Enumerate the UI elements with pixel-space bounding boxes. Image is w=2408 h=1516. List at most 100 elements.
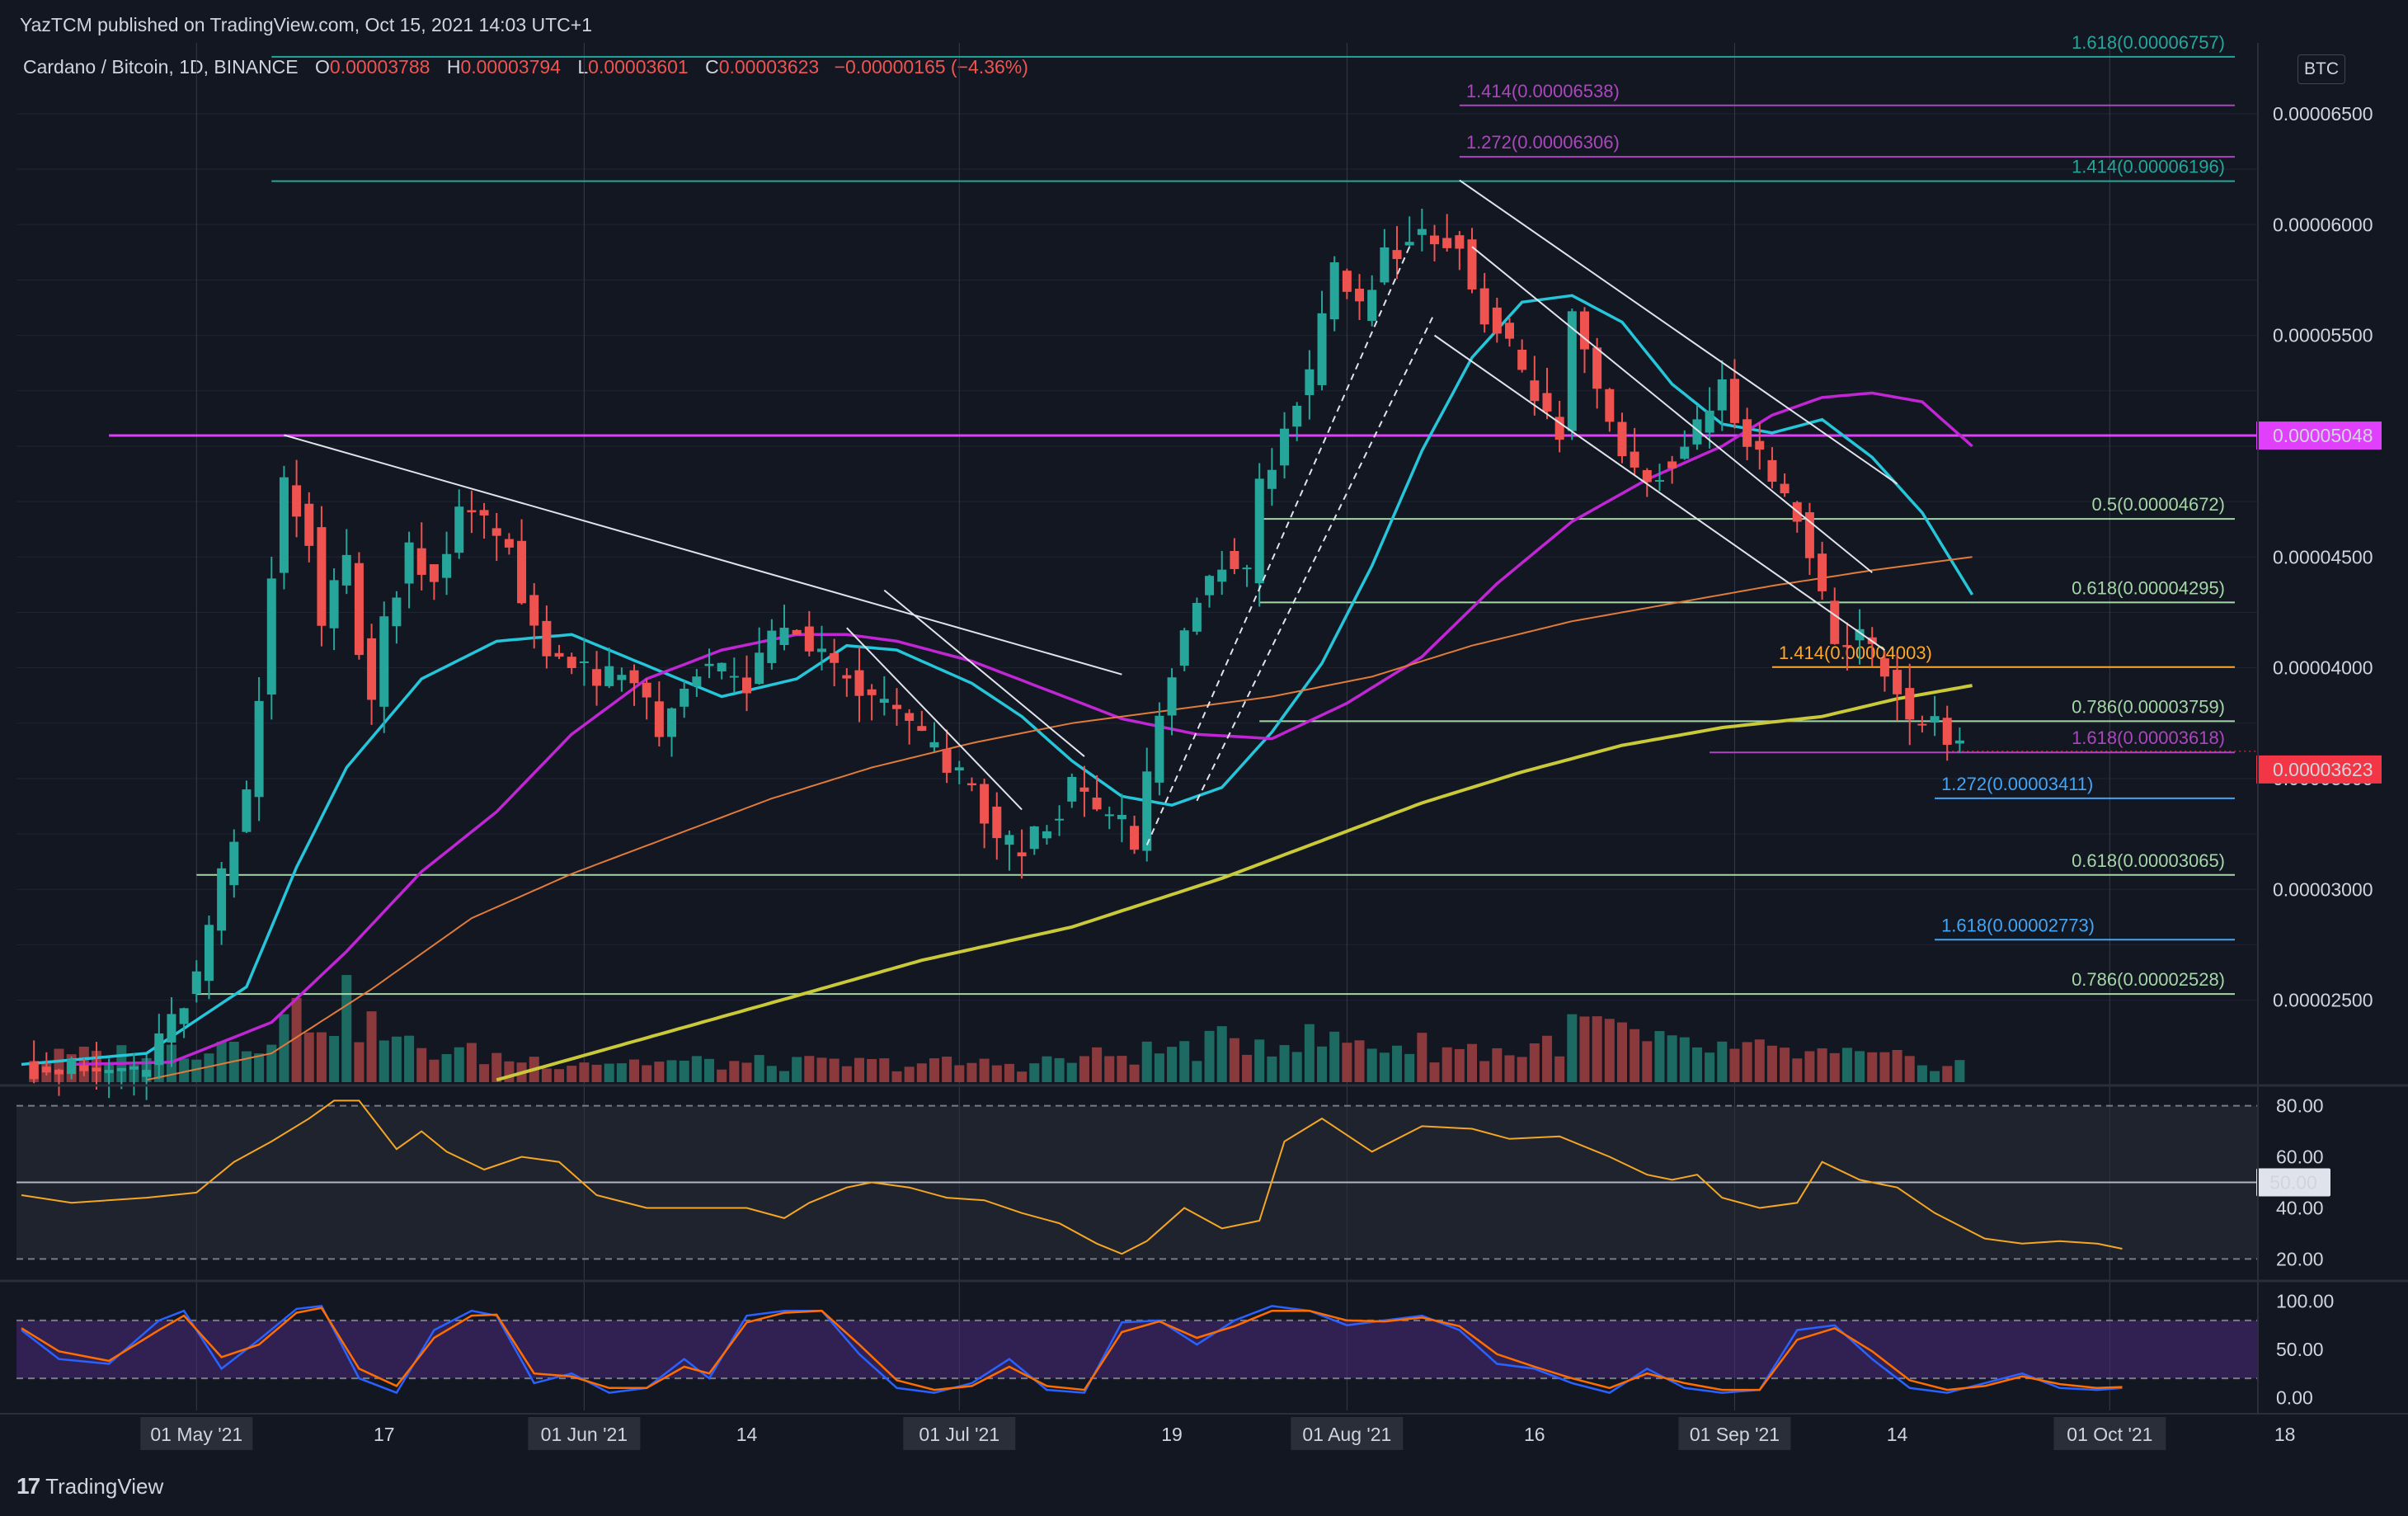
candle-body	[1692, 419, 1702, 445]
candle-body	[317, 527, 327, 626]
candle-body	[92, 1067, 101, 1072]
time-tick: 01 Jun '21	[541, 1424, 628, 1445]
candle-body	[1417, 228, 1427, 235]
volume-bar	[654, 1062, 665, 1082]
candle-body	[554, 652, 564, 657]
rsi-tick: 40.00	[2276, 1197, 2324, 1218]
candle-body	[279, 477, 289, 573]
candle-body	[1504, 323, 1514, 339]
volume-bar	[1554, 1056, 1565, 1082]
price-tick: 0.00003000	[2273, 878, 2373, 900]
fib-label: 1.272(0.00006306)	[1466, 132, 1620, 153]
ma-line-4	[496, 684, 1973, 1082]
candle-body	[292, 485, 302, 517]
price-tick: 0.00004500	[2273, 546, 2373, 567]
candle-body	[1217, 569, 1227, 582]
candle-body	[966, 783, 976, 786]
volume-bar	[291, 997, 302, 1082]
candle-body	[1542, 393, 1552, 412]
candle-body	[891, 704, 901, 709]
volume-bar	[854, 1057, 864, 1082]
volume-bar	[816, 1057, 827, 1082]
candle-body	[1029, 826, 1039, 850]
currency-button[interactable]: BTC	[2297, 54, 2345, 84]
candle-body	[1155, 715, 1164, 783]
fib-label: 1.272(0.00003411)	[1941, 774, 2093, 794]
rsi-value-tag	[2256, 1168, 2330, 1197]
candle-body	[767, 630, 777, 663]
candle-body	[1442, 238, 1452, 248]
volume-bar	[1242, 1054, 1253, 1082]
candle-body	[1479, 288, 1489, 325]
volume-bar	[891, 1071, 902, 1082]
volume-bar	[929, 1058, 939, 1082]
candle-body	[304, 503, 314, 546]
candle-body	[379, 616, 389, 707]
resistance-price-label: 0.00005048	[2273, 425, 2373, 446]
stoch-tick: 100.00	[2276, 1291, 2334, 1312]
candle-body	[617, 675, 627, 680]
volume-bar	[1804, 1051, 1815, 1082]
candle-body	[467, 510, 477, 513]
volume-bar	[1329, 1031, 1340, 1082]
candle-body	[1017, 852, 1027, 857]
candle-body	[1267, 469, 1277, 489]
candle-body	[1879, 658, 1889, 677]
volume-bar	[1017, 1071, 1028, 1082]
candle-body	[992, 806, 1002, 839]
candle-body	[1130, 826, 1140, 850]
stoch-tick: 0.00	[2276, 1387, 2313, 1408]
candle-body	[1392, 250, 1402, 260]
fib-label: 1.618(0.00002773)	[1941, 915, 2095, 935]
volume-bar	[1054, 1057, 1065, 1082]
stoch-k-line	[21, 1305, 2123, 1395]
volume-bar	[404, 1035, 415, 1082]
candle-body	[1729, 379, 1739, 423]
volume-bar	[1092, 1047, 1103, 1082]
volume-bar	[1429, 1062, 1440, 1082]
symbol-legend: Cardano / Bitcoin, 1D, BINANCE O0.000037…	[23, 56, 1028, 78]
time-tick: 01 Sep '21	[1690, 1424, 1780, 1445]
candle-body	[1142, 771, 1152, 851]
volume-bar	[766, 1066, 777, 1082]
candle-body	[755, 652, 764, 685]
candle-body	[329, 580, 339, 629]
volume-bar	[1829, 1052, 1840, 1082]
candle-body	[116, 1067, 126, 1071]
volume-bar	[341, 975, 352, 1082]
candles	[29, 209, 1964, 1100]
candle-body	[592, 669, 602, 686]
volume-bar	[491, 1052, 502, 1082]
candle-body	[191, 971, 201, 995]
price-axis: 0.00006500 0.00006000 0.00005500 0.00004500…	[1947, 103, 2382, 1011]
volume-bar	[1304, 1024, 1315, 1082]
candle-body	[442, 553, 452, 578]
fib-label: 0.786(0.00002528)	[2072, 969, 2225, 990]
volume-bar	[1517, 1057, 1527, 1082]
volume-bar	[904, 1066, 915, 1082]
volume-bar	[829, 1058, 840, 1082]
volume-bar	[1930, 1071, 1940, 1082]
volume-bar	[616, 1063, 627, 1082]
volume-bar	[1855, 1051, 1865, 1082]
volume-bar	[1904, 1056, 1915, 1082]
candle-body	[404, 542, 414, 584]
volume-bar	[1066, 1062, 1077, 1082]
candle-body	[1342, 271, 1352, 292]
volume-bars	[29, 975, 1965, 1082]
candle-body	[1455, 235, 1465, 249]
candle-body	[517, 540, 527, 604]
candle-body	[104, 1070, 114, 1074]
candle-body	[905, 713, 915, 721]
fib-levels: 1.618(0.00006757) 1.414(0.00006538) 1.272(…	[196, 32, 2235, 996]
time-tick: 01 Jul '21	[919, 1424, 999, 1445]
candle-body	[1092, 798, 1102, 810]
candle-body	[529, 595, 539, 626]
volume-bar	[579, 1062, 590, 1082]
candle-body	[1954, 740, 1964, 744]
volume-bar	[717, 1069, 727, 1082]
candle-body	[504, 539, 514, 548]
volume-bar	[629, 1059, 640, 1082]
volume-bar	[1766, 1045, 1777, 1082]
